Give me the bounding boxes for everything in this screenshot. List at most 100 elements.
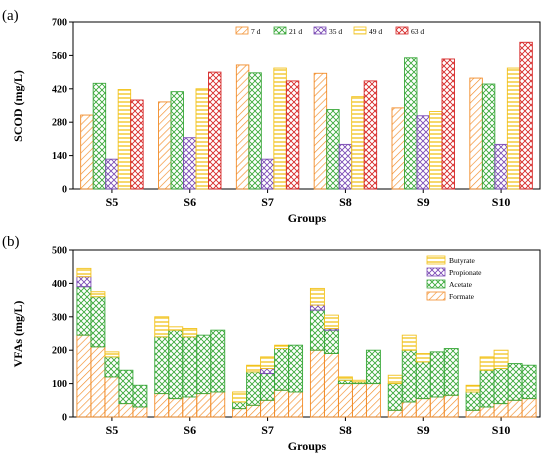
- bar-s5-35-d: [105, 158, 119, 190]
- y-tick-label: 420: [52, 84, 67, 95]
- stack-s5-3-butyrate: [104, 351, 120, 358]
- stack-s10-2-formate: [479, 406, 495, 418]
- bar-s8-7-d: [313, 72, 328, 190]
- stack-s7-3-formate: [260, 399, 276, 418]
- stack-s7-4-acetate: [274, 348, 290, 391]
- legend-label-35-d: 35 d: [329, 27, 342, 36]
- x-tick-label-s7: S7: [261, 423, 274, 437]
- stack-s7-5-acetate: [288, 344, 304, 393]
- stack-s9-1-butyrate: [387, 374, 403, 385]
- x-axis-title-a: Groups: [288, 211, 327, 225]
- y-tick-label: 140: [52, 151, 67, 162]
- bar-s6-7-d: [158, 101, 172, 190]
- stack-s8-1-acetate: [309, 309, 325, 351]
- stack-s5-3-formate: [104, 376, 120, 418]
- legend-swatch-35-d: [313, 26, 327, 35]
- stack-s7-3-propionate: [260, 368, 276, 375]
- stack-s5-3-acetate: [104, 356, 120, 378]
- panel-b-label: (b): [2, 234, 20, 250]
- legend-label-21-d: 21 d: [289, 27, 302, 36]
- stack-s7-3-butyrate: [260, 356, 276, 370]
- legend-label-63-d: 63 d: [411, 27, 424, 36]
- x-tick-label-s7: S7: [261, 195, 274, 209]
- stack-s5-5-formate: [132, 406, 148, 418]
- stack-s9-2-acetate: [401, 349, 417, 403]
- stack-s8-3-formate: [337, 383, 353, 418]
- stack-s9-1-formate: [387, 409, 403, 418]
- y-axis-a: 0 140 280 420 560 700: [52, 18, 73, 196]
- bar-s8-63-d: [363, 80, 378, 190]
- stack-s7-4-butyrate: [274, 344, 290, 349]
- legend-swatch-acetate: [426, 279, 446, 289]
- stack-s6-2-formate: [168, 398, 184, 418]
- bar-s5-63-d: [130, 99, 144, 190]
- stack-s7-2-butyrate: [246, 364, 262, 373]
- y-tick-label: 0: [62, 413, 67, 424]
- stack-s9-3-butyrate: [415, 353, 431, 363]
- stack-s5-1-formate: [76, 334, 92, 418]
- stack-s6-3-butyrate: [182, 328, 198, 338]
- bar-s5-49-d: [117, 89, 132, 190]
- y-axis-title-b: VFAs (mg/L): [11, 301, 25, 368]
- stack-s6-3-acetate: [182, 336, 198, 398]
- plot-frame-b: [72, 249, 541, 418]
- stack-s10-3-acetate: [493, 368, 509, 405]
- stack-s10-1-formate: [465, 409, 481, 418]
- bars-a: [80, 41, 533, 190]
- legend-label-formate: Formate: [449, 292, 475, 301]
- panel-a-label: (a): [2, 8, 19, 24]
- stack-s5-4-formate: [118, 403, 134, 418]
- stack-s9-2-butyrate: [401, 334, 417, 351]
- bar-s8-21-d: [326, 109, 340, 190]
- x-tick-label-s5: S5: [106, 423, 119, 437]
- bar-s6-49-d: [195, 88, 209, 190]
- y-tick-label: 280: [52, 118, 67, 129]
- stack-s5-4-acetate: [118, 369, 134, 405]
- stack-s7-2-acetate: [246, 371, 262, 406]
- y-tick-label: 0: [62, 185, 67, 196]
- legend-label-7-d: 7 d: [251, 27, 261, 36]
- x-axis-title-b: Groups: [288, 439, 327, 453]
- bar-s5-7-d: [80, 114, 94, 190]
- stack-s10-2-butyrate: [479, 356, 495, 371]
- legend-label-49-d: 49 d: [369, 27, 382, 36]
- stack-s8-1-formate: [309, 349, 325, 418]
- stack-s8-3-acetate: [337, 379, 353, 385]
- stack-s6-1-butyrate: [154, 316, 170, 338]
- bar-s5-21-d: [92, 82, 107, 190]
- bar-s10-7-d: [469, 77, 483, 190]
- stack-s9-5-acetate: [443, 348, 459, 396]
- stack-s9-3-acetate: [415, 361, 431, 400]
- stack-s5-2-formate: [90, 346, 106, 418]
- legend-label-acetate: Acetate: [449, 280, 473, 289]
- stack-s7-1-formate: [232, 408, 248, 418]
- y-tick-label: 400: [52, 279, 67, 290]
- stack-s7-1-butyrate: [232, 391, 248, 403]
- stack-s10-2-acetate: [479, 369, 495, 408]
- x-tick-label-s10: S10: [492, 195, 511, 209]
- y-tick-label: 200: [52, 346, 67, 357]
- stack-s5-1-butyrate: [76, 267, 92, 278]
- stack-s6-1-formate: [154, 393, 170, 418]
- stack-s8-4-butyrate: [351, 379, 367, 383]
- stack-s5-2-butyrate: [90, 291, 106, 298]
- stack-s5-5-acetate: [132, 384, 148, 408]
- x-axis-a: S5 S6 S7 S8 S9 S10: [106, 189, 511, 209]
- stack-s8-5-formate: [365, 383, 381, 418]
- y-tick-label: 560: [52, 51, 67, 62]
- legend-swatch-63-d: [395, 26, 409, 35]
- legend-label-butyrate: Butyrate: [449, 256, 475, 265]
- stack-s6-2-acetate: [168, 329, 184, 400]
- bar-s10-35-d: [494, 143, 508, 190]
- stack-s7-4-formate: [274, 389, 290, 418]
- bar-s6-63-d: [208, 71, 222, 190]
- stack-s8-4-formate: [351, 383, 367, 418]
- bar-s8-49-d: [351, 96, 365, 190]
- legend-swatch-butyrate: [426, 255, 446, 265]
- bar-s8-35-d: [338, 143, 353, 190]
- stack-s5-2-acetate: [90, 296, 106, 348]
- stack-s10-5-acetate: [521, 364, 537, 400]
- stack-s7-2-formate: [246, 404, 262, 418]
- bar-s7-21-d: [248, 72, 262, 190]
